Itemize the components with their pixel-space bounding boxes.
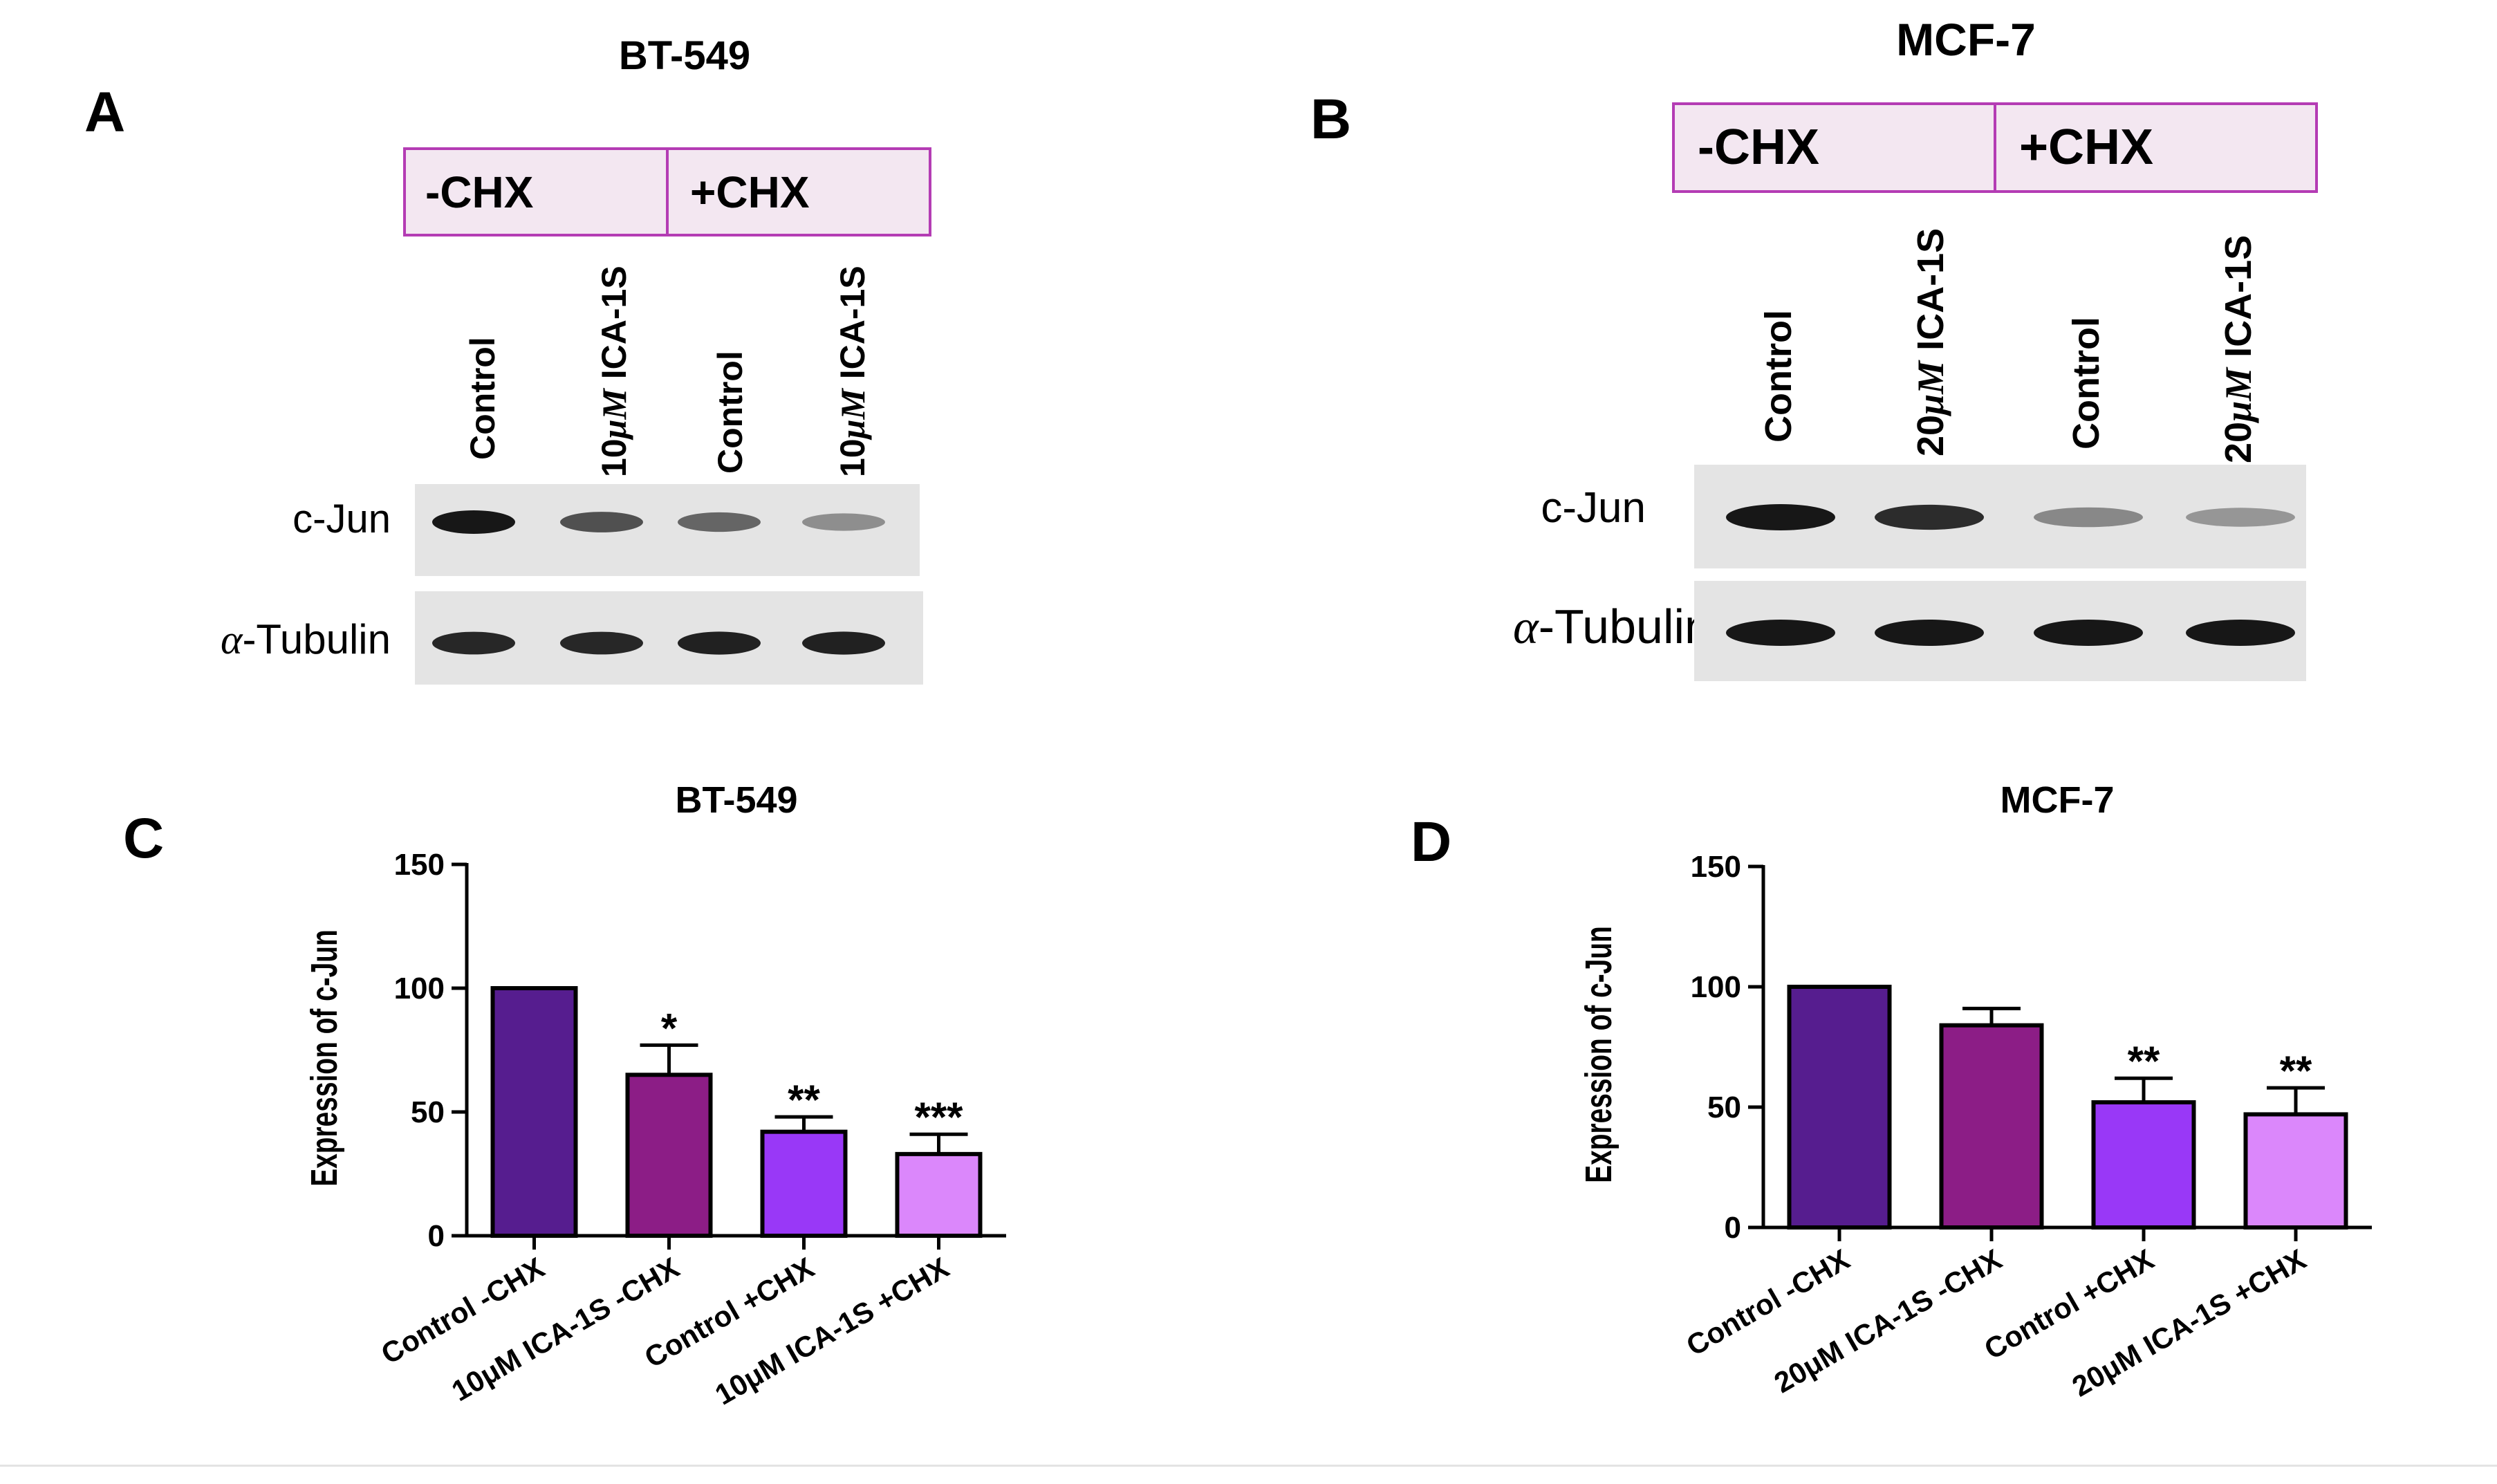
band-bands-a-1-2 [678,631,761,655]
bar [625,1073,713,1239]
lane-label-b-3: Control [2066,317,2107,449]
treatment-label-minus-chx-b: -CHX [1698,120,1819,175]
band-bands-b-1-2 [2034,620,2143,646]
y-tick-label: 50 [411,1095,445,1129]
bands-a [432,510,885,655]
band-bands-a-1-3 [802,631,885,655]
chart-title-d: MCF-7 [2001,779,2115,821]
y-tick-label: 150 [394,848,445,882]
treatment-label-plus-chx-a: +CHX [690,167,810,217]
band-bands-b-0-1 [1875,504,1984,530]
treatment-boxes-a: -CHX +CHX [403,147,931,236]
bands-b [1726,504,2295,646]
y-tick-label: 150 [1691,850,1741,884]
y-tick-label: 100 [1691,970,1741,1004]
band-bands-a-0-0 [432,510,515,534]
lane-labels-b: Control 20μM ICA-1S Control 20μM ICA-1S [1758,228,2259,463]
significance-label: ** [2128,1038,2160,1084]
panel-b: B MCF-7 -CHX +CHX Control 20μM ICA-1S Co… [1310,14,2318,681]
band-bands-a-1-0 [432,631,515,655]
lane-label-b-4: 20μM ICA-1S [2218,235,2259,463]
x-tick-label: 10μM ICA-1S +CHX [709,1251,954,1411]
lane-label-a-4: 10μM ICA-1S [833,266,872,477]
bar [1787,985,1892,1230]
y-tick-label: 0 [1725,1211,1741,1245]
band-bands-b-1-1 [1875,620,1984,646]
chart-title-c: BT-549 [675,779,797,821]
lane-label-a-1: Control [463,337,502,460]
blot-labels-a: c-Jun α-Tubulin [221,497,391,662]
lane-label-a-2: 10μM ICA-1S [595,266,633,477]
significance-label: ** [788,1077,820,1123]
x-tick-label: 10μM ICA-1S -CHX [446,1251,685,1407]
band-bands-b-1-3 [2186,620,2295,646]
blot-labels-b: c-Jun α-Tubulin [1513,484,1711,654]
band-bands-a-0-1 [560,512,643,532]
y-tick-label: 50 [1707,1091,1741,1124]
blot-label-c-jun-a: c-Jun [293,497,391,541]
panel-b-letter: B [1310,88,1351,151]
y-axis-label-d: Expression of c-Jun [1577,926,1619,1183]
band-bands-a-1-1 [560,631,643,655]
band-bands-b-0-3 [2186,508,2295,527]
band-bands-a-0-2 [678,512,761,532]
bar [490,986,578,1238]
band-bands-b-1-0 [1726,620,1835,646]
lane-label-b-2: 20μM ICA-1S [1910,228,1951,456]
y-axis-label-c: Expression of c-Jun [303,929,345,1187]
significance-label: *** [914,1094,963,1140]
treatment-boxes-b: -CHX +CHX [1672,102,2318,193]
bar [2243,1112,2348,1230]
bar [2091,1100,2196,1230]
panel-a-letter: A [84,81,125,144]
panel-c: C BT-549 Expression of c-Jun 050100150Co… [123,779,1006,1411]
significance-label: ** [2280,1048,2312,1094]
bar [895,1151,983,1238]
blot-label-tubulin-b: α-Tubulin [1513,600,1711,654]
significance-label: * [661,1005,678,1051]
blot-label-tubulin-a: α-Tubulin [221,616,391,662]
bar [1939,1023,2044,1230]
blot-label-c-jun-b: c-Jun [1541,484,1646,532]
treatment-label-minus-chx-a: -CHX [425,167,534,217]
lane-label-a-3: Control [711,351,750,474]
y-tick-label: 100 [394,972,445,1005]
band-bands-b-0-2 [2034,507,2143,528]
bottom-divider [0,1465,2497,1467]
panel-d: D MCF-7 Expression of c-Jun 050100150Con… [1411,779,2372,1403]
panel-d-letter: D [1411,810,1451,873]
bar [760,1129,848,1239]
lane-labels-a: Control 10μM ICA-1S Control 10μM ICA-1S [463,266,872,477]
band-bands-b-0-0 [1726,504,1835,530]
panel-c-letter: C [123,807,164,870]
panel-a-title: BT-549 [619,33,750,78]
panel-a: A BT-549 -CHX +CHX Control 10μM ICA-1S C… [84,33,931,685]
band-bands-a-0-3 [802,513,885,531]
treatment-label-plus-chx-b: +CHX [2019,120,2153,175]
panel-b-title: MCF-7 [1896,14,2036,65]
lane-label-b-1: Control [1758,310,1799,443]
y-tick-label: 0 [428,1219,445,1253]
